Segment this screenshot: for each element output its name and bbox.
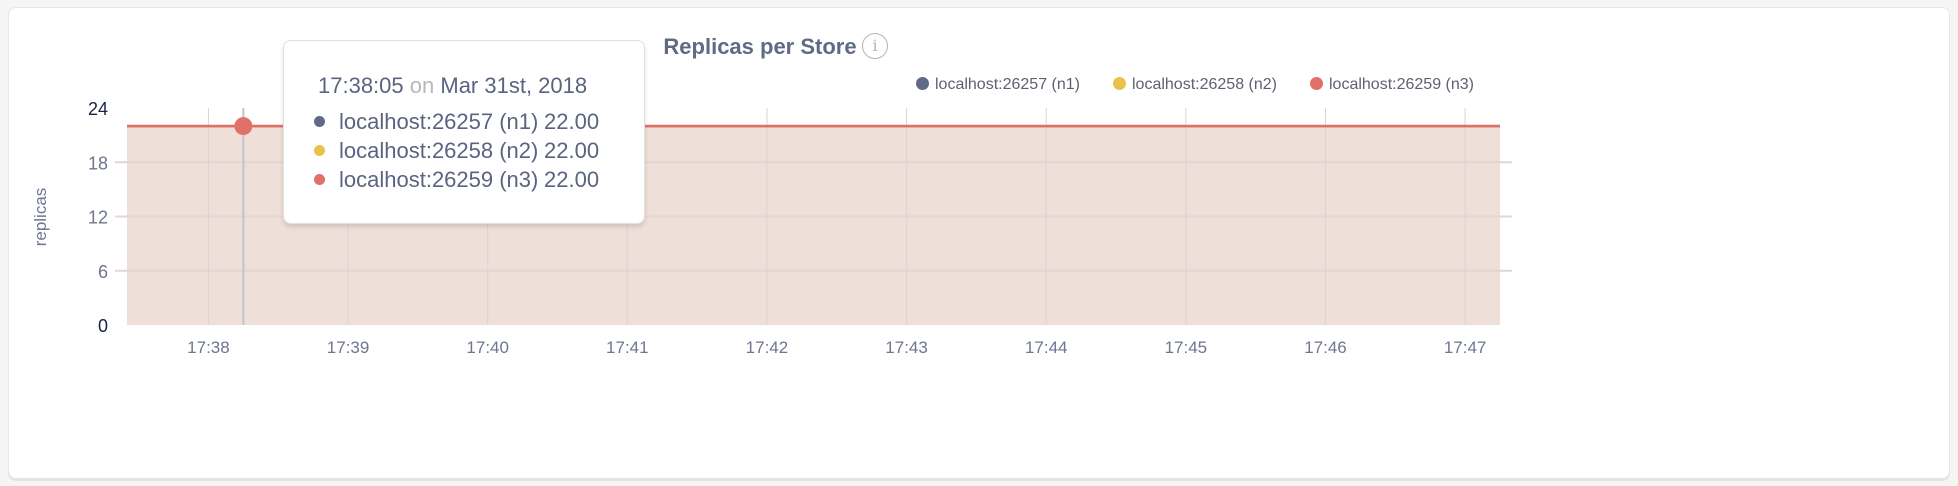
legend-label: localhost:26259 (n3): [1329, 76, 1474, 93]
tooltip: 17:38:05 on Mar 31st, 2018 localhost:262…: [283, 40, 645, 224]
tooltip-dot-icon: [314, 116, 325, 127]
x-tick-label: 17:41: [606, 338, 649, 357]
tooltip-value: 22.00: [544, 167, 600, 192]
tooltip-on: on: [409, 73, 435, 98]
x-tick-label: 17:39: [327, 338, 370, 357]
y-axis-label: replicas: [31, 188, 50, 247]
x-tick-label: 17:38: [187, 338, 230, 357]
tooltip-time: 17:38:05: [318, 73, 404, 98]
x-tick-label: 17:46: [1304, 338, 1347, 357]
tooltip-series-name: localhost:26258 (n2): [339, 138, 539, 163]
tooltip-dot-icon: [314, 145, 325, 156]
y-tick-label: 18: [88, 153, 108, 173]
x-tick-label: 17:40: [466, 338, 509, 357]
tooltip-value: 22.00: [544, 109, 600, 134]
x-tick-label: 17:47: [1444, 338, 1487, 357]
info-icon[interactable]: i: [862, 33, 888, 59]
legend-label: localhost:26258 (n2): [1132, 76, 1277, 93]
x-tick-label: 17:43: [885, 338, 928, 357]
y-tick-label: 6: [98, 262, 108, 282]
tooltip-header: 17:38:05 on Mar 31st, 2018: [318, 73, 587, 99]
y-tick-label: 0: [98, 316, 108, 336]
tooltip-date: Mar 31st, 2018: [440, 73, 588, 98]
y-tick-label: 12: [88, 208, 108, 228]
x-tick-label: 17:42: [746, 338, 789, 357]
chart-title: Replicas per Store: [663, 34, 857, 59]
legend-label: localhost:26257 (n1): [935, 76, 1080, 93]
tooltip-dot-icon: [314, 174, 325, 185]
legend-dot-icon: [1113, 77, 1126, 90]
x-tick-label: 17:44: [1025, 338, 1068, 357]
legend-item[interactable]: localhost:26257 (n1): [916, 76, 1080, 94]
tooltip-row: localhost:26258 (n2) 22.00: [314, 138, 599, 164]
legend: localhost:26257 (n1) localhost:26258 (n2)…: [0, 76, 1958, 100]
legend-item[interactable]: localhost:26259 (n3): [1310, 76, 1474, 94]
x-tick-label: 17:45: [1165, 338, 1208, 357]
tooltip-row: localhost:26257 (n1) 22.00: [314, 109, 599, 135]
legend-dot-icon: [1310, 77, 1323, 90]
legend-dot-icon: [916, 77, 929, 90]
y-tick-label: 24: [88, 99, 108, 119]
tooltip-value: 22.00: [544, 138, 600, 163]
tooltip-series-name: localhost:26257 (n1): [339, 109, 539, 134]
tooltip-series-name: localhost:26259 (n3): [339, 167, 539, 192]
hover-point: [234, 117, 253, 136]
tooltip-row: localhost:26259 (n3) 22.00: [314, 167, 599, 193]
legend-item[interactable]: localhost:26258 (n2): [1113, 76, 1277, 94]
